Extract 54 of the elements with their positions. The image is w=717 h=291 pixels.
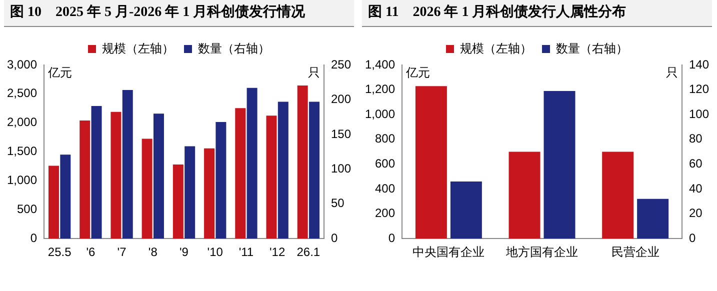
y2-tick-label: 140 (688, 57, 710, 72)
y-tick-label: 200 (375, 206, 396, 220)
chart-title: 图 10 2025 年 5 月-2026 年 1 月科创债发行情况 (4, 0, 354, 27)
x-tick-label: '9 (180, 245, 189, 260)
y-tick-label: 2,500 (7, 86, 38, 100)
y2-tick-label: 80 (688, 132, 703, 146)
legend-label: 数量（右轴） (556, 41, 628, 56)
x-tick-label: '11 (238, 245, 254, 260)
x-tick-label: '7 (117, 245, 127, 260)
y2-tick-label: 200 (330, 92, 352, 106)
y-tick-label: 500 (17, 202, 38, 216)
legend-label: 规模（左轴） (460, 41, 532, 56)
y2-tick-label: 0 (688, 230, 696, 245)
x-tick-label: 地方国有企业 (505, 245, 578, 260)
y2-axis-title: 只 (308, 65, 320, 80)
y2-axis-title: 只 (666, 65, 678, 80)
y-tick-label: 1,500 (7, 144, 38, 158)
y-axis-title: 亿元 (47, 65, 72, 80)
y-tick-label: 0 (30, 230, 38, 245)
y-tick-label: 1,200 (365, 82, 396, 96)
y-tick-label: 600 (375, 156, 396, 171)
y-tick-label: 1,000 (7, 173, 38, 188)
y2-tick-label: 100 (330, 161, 352, 176)
y-tick-label: 800 (375, 132, 396, 146)
x-tick-label: '12 (270, 245, 286, 260)
y-tick-label: 1,000 (365, 106, 396, 121)
bar (637, 198, 669, 239)
y-tick-label: 0 (388, 230, 396, 245)
y2-tick-label: 250 (330, 57, 352, 72)
y2-tick-label: 0 (330, 230, 338, 245)
legend-label: 数量（右轴） (198, 41, 270, 56)
y2-tick-label: 60 (688, 156, 703, 171)
y2-tick-label: 20 (688, 206, 703, 220)
y2-tick-label: 50 (330, 196, 345, 210)
x-tick-label: '6 (86, 245, 96, 260)
x-tick-label: '10 (207, 245, 224, 260)
x-tick-label: 中央国有企业 (412, 245, 485, 260)
y2-tick-label: 100 (688, 106, 710, 121)
x-tick-label: '8 (148, 245, 158, 260)
legend-label: 规模（左轴） (102, 41, 174, 56)
y-tick-label: 2,000 (7, 115, 38, 130)
bar (450, 182, 482, 239)
y-axis-title: 亿元 (405, 65, 430, 80)
y2-tick-label: 150 (330, 126, 352, 141)
x-tick-label: 25.5 (48, 245, 72, 260)
chart-title: 图 11 2026 年 1 月科创债发行人属性分布 (362, 0, 712, 27)
bar (544, 91, 576, 239)
y-tick-label: 3,000 (7, 57, 38, 72)
y2-tick-label: 120 (688, 82, 710, 96)
y-tick-label: 1,400 (365, 57, 396, 72)
x-tick-label: 民营企业 (611, 245, 660, 260)
x-tick-label: 26.1 (296, 245, 320, 260)
y-tick-label: 400 (375, 181, 396, 196)
y2-tick-label: 40 (688, 181, 703, 196)
